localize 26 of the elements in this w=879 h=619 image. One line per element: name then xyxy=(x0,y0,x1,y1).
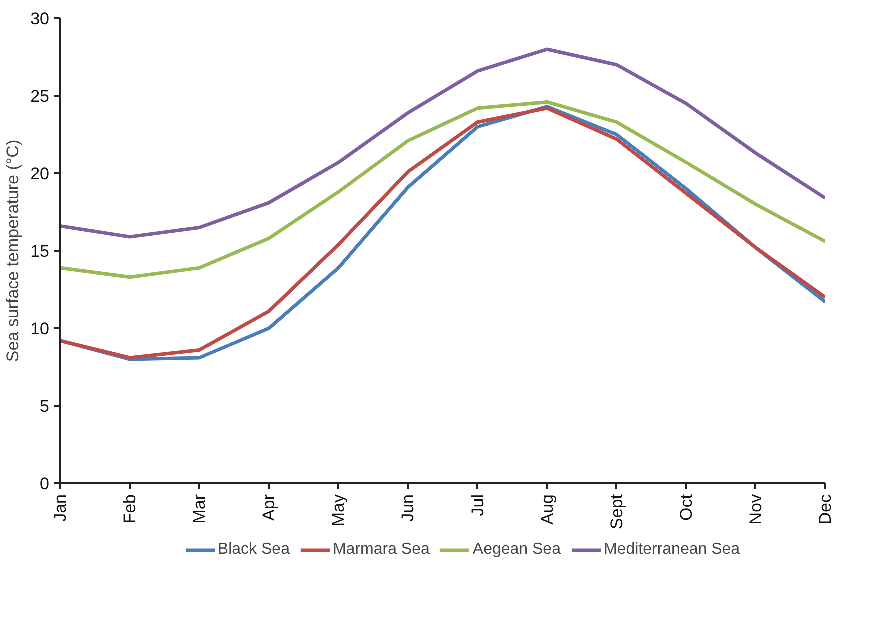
y-tick-label: 5 xyxy=(40,397,50,416)
x-tick-label: Oct xyxy=(676,494,696,521)
legend-label: Aegean Sea xyxy=(472,541,561,559)
line-series xyxy=(60,48,826,239)
y-tick-label: 10 xyxy=(30,320,50,338)
x-tick-label: Feb xyxy=(120,494,140,524)
y-tick-label: 30 xyxy=(30,10,50,28)
x-tick-label: Jun xyxy=(398,494,418,522)
x-tick-label: Apr xyxy=(260,494,279,521)
y-axis-title: Sea surface temperature (°C) xyxy=(4,140,23,362)
x-tick-label: Mar xyxy=(190,494,210,524)
x-tick-label: Dec xyxy=(816,494,835,525)
x-tick-label: Nov xyxy=(746,494,766,525)
y-tick-label: 15 xyxy=(30,242,50,261)
line-series xyxy=(60,100,826,280)
legend-label: Marmara Sea xyxy=(332,541,430,559)
x-tick-label: Sept xyxy=(607,494,626,530)
y-tick-label: 20 xyxy=(30,164,50,184)
x-tick-label: Jul xyxy=(468,494,488,516)
legend-label: Black Sea xyxy=(218,541,290,559)
x-tick-label: Aug xyxy=(538,494,557,525)
y-tick-label: 0 xyxy=(40,474,50,494)
x-tick-label: Jan xyxy=(51,494,70,522)
y-tick-label: 25 xyxy=(30,87,50,106)
x-tick-label: May xyxy=(329,494,348,527)
legend-label: Mediterranean Sea xyxy=(604,541,740,559)
